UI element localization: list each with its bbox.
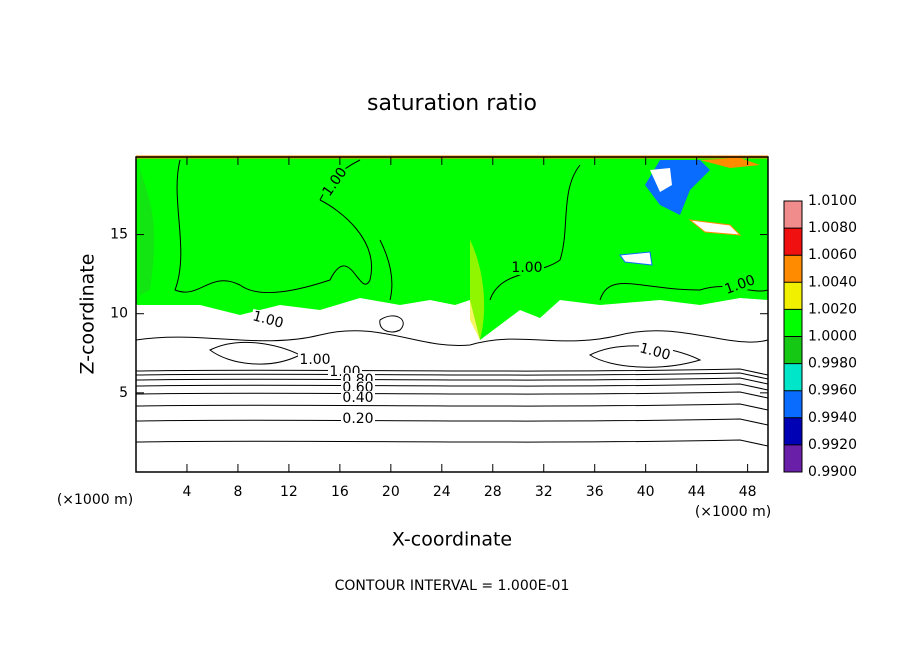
contour-line xyxy=(135,418,769,426)
colorbar-label: 1.0040 xyxy=(808,274,857,290)
colorbar-band xyxy=(784,363,802,391)
colorbar-label: 0.9980 xyxy=(808,356,857,372)
x-tick-label: 16 xyxy=(331,484,349,500)
contour-line xyxy=(174,159,373,294)
x-tick-label: 28 xyxy=(484,484,502,500)
colorbar-label: 1.0000 xyxy=(808,329,857,345)
field xyxy=(136,155,768,472)
x-tick-label: 20 xyxy=(382,484,400,500)
x-tick-label: 32 xyxy=(535,484,553,500)
contour-line xyxy=(489,164,581,301)
contour-line xyxy=(135,439,769,447)
colorbar-band xyxy=(784,201,802,229)
x-tick-label: 12 xyxy=(280,484,298,500)
x-tick-label: 4 xyxy=(183,484,192,500)
label-bg xyxy=(341,412,375,426)
colorbar-band xyxy=(784,336,802,364)
x-tick-label: 36 xyxy=(586,484,604,500)
contours xyxy=(135,159,769,447)
label-bg xyxy=(636,340,674,364)
colorbar-label: 1.0020 xyxy=(808,301,857,317)
colorbar-band xyxy=(784,309,802,337)
contour-line xyxy=(379,315,404,333)
blob xyxy=(700,158,760,168)
contour-label: 0.20 xyxy=(342,411,373,427)
contour-line xyxy=(588,345,702,368)
contour-label: 0.40 xyxy=(342,390,373,406)
colorbar-band xyxy=(784,228,802,256)
colorbar-band xyxy=(784,444,802,472)
contour-label: 1.00 xyxy=(638,340,672,364)
contour-line xyxy=(135,383,769,391)
contour-line xyxy=(135,403,769,411)
colorbar-band xyxy=(784,417,802,445)
colorbar-label: 0.9960 xyxy=(808,383,857,399)
colorbar-band xyxy=(784,282,802,310)
label-bg xyxy=(721,272,759,298)
blob xyxy=(688,219,742,236)
x-tick-label: 40 xyxy=(637,484,655,500)
y-tick-label: 10 xyxy=(110,306,128,322)
colorbar-label: 0.9900 xyxy=(808,464,857,480)
x-unit-right: (×1000 m) xyxy=(695,504,771,520)
contour-line xyxy=(599,282,769,301)
footer: CONTOUR INTERVAL = 1.000E-01 xyxy=(335,578,570,594)
contour-label: 1.00 xyxy=(299,352,330,368)
contour-line xyxy=(135,377,769,385)
colorbar-label: 1.0080 xyxy=(808,220,857,236)
contour-line xyxy=(379,239,393,301)
label-bg xyxy=(298,353,332,367)
contour-label: 1.00 xyxy=(251,308,285,332)
blob xyxy=(619,251,653,266)
colorbar-label: 1.0060 xyxy=(808,247,857,263)
x-tick-label: 48 xyxy=(739,484,757,500)
label-bg xyxy=(341,391,375,405)
x-tick-label: 44 xyxy=(688,484,706,500)
colorbar-label: 0.9940 xyxy=(808,410,857,426)
x-tick-label: 8 xyxy=(233,484,242,500)
blob xyxy=(650,168,672,192)
y-tick-label: 5 xyxy=(119,385,128,401)
x-unit: (×1000 m) xyxy=(57,492,133,508)
shade xyxy=(470,240,485,340)
label-bg xyxy=(249,308,287,332)
x-axis-label: X-coordinate xyxy=(392,529,512,551)
contour-label: 1.00 xyxy=(511,260,542,276)
colorbar-band xyxy=(784,255,802,283)
contour-line xyxy=(135,330,769,347)
contour-line xyxy=(135,368,769,376)
label-bg xyxy=(510,261,544,275)
shade xyxy=(140,170,155,295)
plot-frame xyxy=(135,156,769,473)
label-bg xyxy=(319,164,351,200)
contour-line xyxy=(135,391,769,399)
y-tick-label: 15 xyxy=(110,227,128,243)
colorbar: 0.9900 0.9920 0.9940 0.9960 0.9980 1.0000 1.00… xyxy=(783,193,857,480)
colorbar-label: 1.0100 xyxy=(808,193,857,209)
green-region xyxy=(136,157,768,340)
y-axis-label: Z-coordinate xyxy=(77,254,99,375)
x-tick-label: 24 xyxy=(433,484,451,500)
contour-line xyxy=(135,372,769,380)
colorbar-label: 0.9920 xyxy=(808,437,857,453)
colorbar-band xyxy=(784,390,802,418)
chart-title: saturation ratio xyxy=(367,91,537,116)
